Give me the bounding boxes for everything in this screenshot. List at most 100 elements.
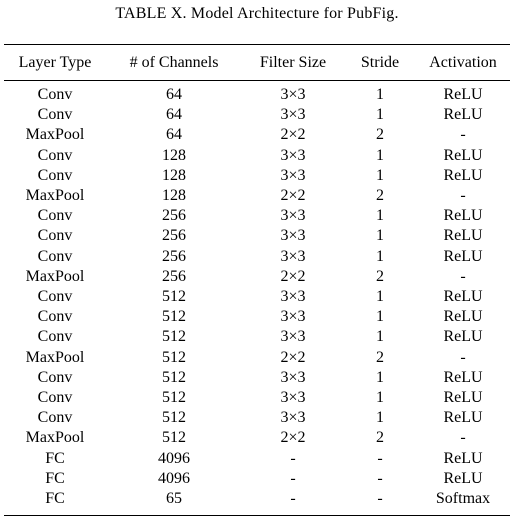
channels-cell: 64 — [166, 86, 182, 103]
layer-type-cell: MaxPool — [25, 187, 85, 205]
activation-cell: - — [460, 187, 466, 205]
activation-cell: - — [460, 348, 466, 366]
stride-cell: 2 — [376, 267, 384, 285]
channels-cell: 64 — [166, 126, 182, 144]
layer-type-cell: Conv — [37, 166, 73, 184]
activation-cell: ReLU — [443, 328, 483, 346]
filter-size-cell: 3×3 — [280, 368, 306, 386]
stride-cell: 1 — [376, 146, 384, 164]
architecture-table: Layer Type # of Channels Filter Size Str… — [4, 51, 510, 509]
layer-type-cell: FC — [45, 449, 65, 467]
layer-type-cell: Conv — [37, 146, 73, 164]
stride-cell: 2 — [376, 187, 384, 205]
filter-size-cell: 3×3 — [280, 146, 306, 164]
stride-cell: 1 — [376, 368, 384, 386]
channels-cell: 128 — [162, 187, 186, 205]
layer-type-cell: MaxPool — [25, 348, 85, 366]
stride-cell: 1 — [376, 409, 384, 427]
stride-cell: 1 — [376, 389, 384, 407]
activation-cell: ReLU — [443, 207, 483, 225]
table-row: FC 65 - - Softmax — [4, 489, 510, 509]
layer-type-cell: MaxPool — [25, 126, 85, 144]
filter-size-cell: 2×2 — [280, 348, 306, 366]
table-row: FC 4096 - - ReLU — [4, 449, 510, 469]
table-row: Conv 256 3×3 1 ReLU — [4, 247, 510, 267]
activation-cell: ReLU — [443, 106, 483, 124]
channels-cell: 4096 — [158, 469, 190, 487]
layer-type-cell: Conv — [37, 288, 73, 306]
header-filter-size: Filter Size — [259, 54, 327, 71]
stride-cell: 1 — [376, 86, 384, 103]
stride-cell: 2 — [376, 429, 384, 447]
table-top-rule — [4, 44, 510, 46]
table-row: Conv 128 3×3 1 ReLU — [4, 146, 510, 166]
stride-cell: 1 — [376, 328, 384, 346]
filter-size-cell: 3×3 — [280, 86, 306, 103]
table-row: Conv 512 3×3 1 ReLU — [4, 287, 510, 307]
table-row: MaxPool 128 2×2 2 - — [4, 186, 510, 206]
channels-cell: 512 — [162, 288, 186, 306]
channels-cell: 512 — [162, 348, 186, 366]
filter-size-cell: - — [290, 449, 296, 467]
activation-cell: ReLU — [443, 288, 483, 306]
table-row: Conv 512 3×3 1 ReLU — [4, 388, 510, 408]
filter-size-cell: 3×3 — [280, 166, 306, 184]
stride-cell: 1 — [376, 166, 384, 184]
layer-type-cell: Conv — [37, 227, 73, 245]
layer-type-cell: Conv — [37, 368, 73, 386]
filter-size-cell: 2×2 — [280, 126, 306, 144]
channels-cell: 65 — [166, 490, 182, 508]
stride-cell: 1 — [376, 227, 384, 245]
table-row: FC 4096 - - ReLU — [4, 469, 510, 489]
stride-cell: 1 — [376, 207, 384, 225]
stride-cell: - — [377, 490, 383, 508]
channels-cell: 512 — [162, 389, 186, 407]
activation-cell: - — [460, 126, 466, 144]
activation-cell: Softmax — [435, 490, 491, 508]
table-row: Conv 512 3×3 1 ReLU — [4, 408, 510, 428]
channels-cell: 512 — [162, 308, 186, 326]
stride-cell: - — [377, 469, 383, 487]
activation-cell: ReLU — [443, 247, 483, 265]
activation-cell: ReLU — [443, 86, 483, 103]
table-row: Conv 128 3×3 1 ReLU — [4, 166, 510, 186]
filter-size-cell: 3×3 — [280, 227, 306, 245]
channels-cell: 256 — [162, 247, 186, 265]
header-activation: Activation — [429, 54, 497, 71]
channels-cell: 64 — [166, 106, 182, 124]
channels-cell: 512 — [162, 429, 186, 447]
stride-cell: 2 — [376, 126, 384, 144]
stride-cell: 1 — [376, 288, 384, 306]
filter-size-cell: 3×3 — [280, 328, 306, 346]
layer-type-cell: Conv — [37, 409, 73, 427]
activation-cell: - — [460, 267, 466, 285]
layer-type-cell: Conv — [37, 86, 73, 103]
table-row: MaxPool 512 2×2 2 - — [4, 428, 510, 448]
filter-size-cell: 3×3 — [280, 247, 306, 265]
layer-type-cell: Conv — [37, 308, 73, 326]
stride-cell: 2 — [376, 348, 384, 366]
filter-size-cell: 2×2 — [280, 429, 306, 447]
table-row: MaxPool 512 2×2 2 - — [4, 348, 510, 368]
activation-cell: ReLU — [443, 469, 483, 487]
channels-cell: 4096 — [158, 449, 190, 467]
table-row: Conv 256 3×3 1 ReLU — [4, 226, 510, 246]
table-body: Conv 64 3×3 1 ReLU Conv 64 3×3 1 ReLU MaxPool 64 2×2… — [4, 85, 510, 509]
activation-cell: - — [460, 429, 466, 447]
table-bottom-rule — [4, 515, 510, 517]
filter-size-cell: 3×3 — [280, 207, 306, 225]
layer-type-cell: Conv — [37, 207, 73, 225]
layer-type-cell: MaxPool — [25, 267, 85, 285]
channels-cell: 512 — [162, 368, 186, 386]
filter-size-cell: 2×2 — [280, 187, 306, 205]
table-row: Conv 512 3×3 1 ReLU — [4, 307, 510, 327]
channels-cell: 256 — [162, 267, 186, 285]
table-row: MaxPool 256 2×2 2 - — [4, 267, 510, 287]
table-row: Conv 512 3×3 1 ReLU — [4, 368, 510, 388]
layer-type-cell: Conv — [37, 106, 73, 124]
table-header-rule — [4, 80, 510, 81]
activation-cell: ReLU — [443, 166, 483, 184]
layer-type-cell: FC — [45, 469, 65, 487]
layer-type-cell: MaxPool — [25, 429, 85, 447]
